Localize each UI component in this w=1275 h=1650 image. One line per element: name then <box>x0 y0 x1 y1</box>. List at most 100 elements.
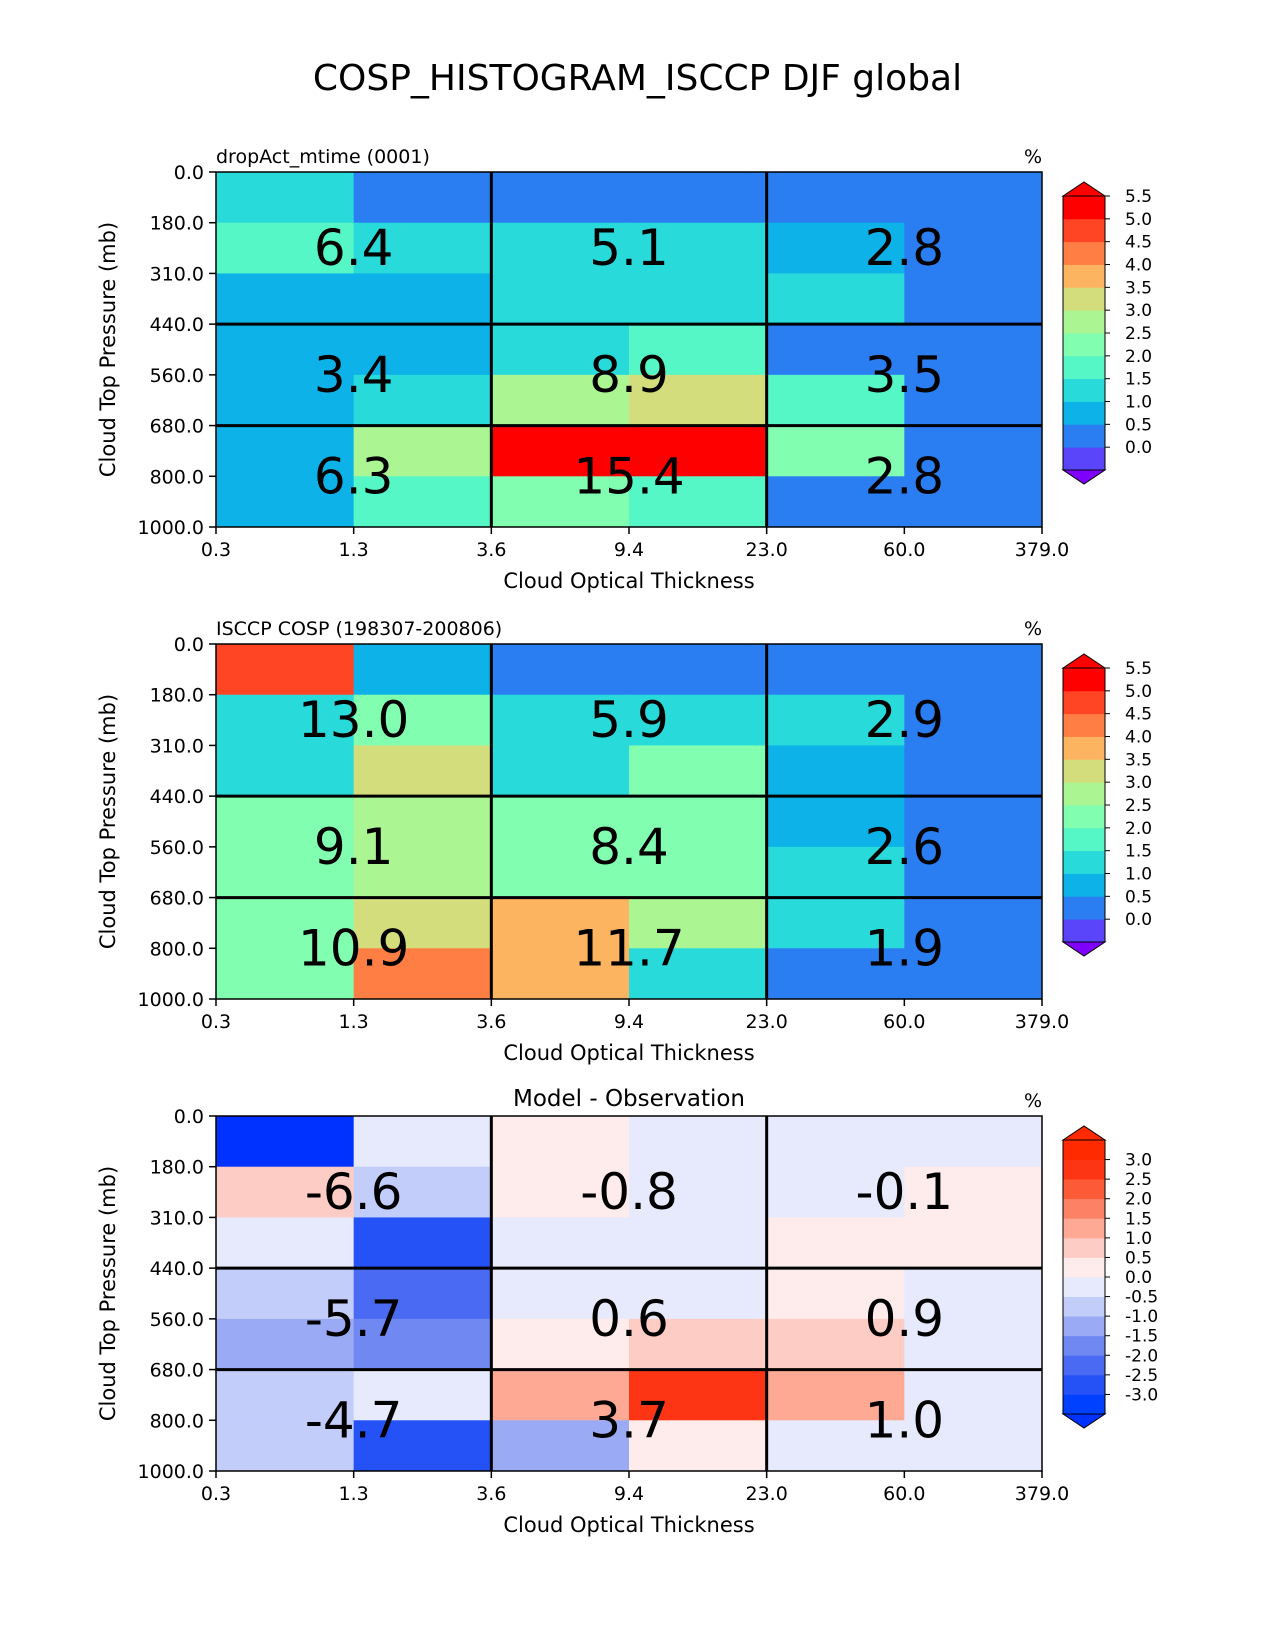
heatmap-cell <box>491 1268 630 1320</box>
colorbar-band <box>1063 873 1105 897</box>
heatmap-cell <box>491 694 630 746</box>
heatmap-cell <box>491 273 630 325</box>
heatmap-cell <box>629 1369 768 1421</box>
y-tick-label: 0.0 <box>174 162 204 184</box>
y-tick-label: 310.0 <box>150 735 204 757</box>
heatmap-cell <box>353 425 492 477</box>
colorbar-band <box>1063 1316 1105 1337</box>
heatmap-cell <box>766 1217 905 1269</box>
heatmap-cell <box>904 172 1043 224</box>
colorbar-tick-label: 0.5 <box>1125 1248 1152 1268</box>
colorbar-tick-label: 4.5 <box>1125 705 1152 725</box>
heatmap-cell <box>904 1318 1043 1371</box>
group-total-label: 3.4 <box>314 346 394 404</box>
colorbar-under-triangle <box>1061 469 1107 485</box>
heatmap-cell <box>904 222 1043 274</box>
heatmap-cell <box>766 172 905 224</box>
colorbar-tick-label: 5.5 <box>1125 659 1152 679</box>
group-total-label: 15.4 <box>573 447 684 505</box>
heatmap-cell <box>766 1116 905 1168</box>
y-tick-label: 1000.0 <box>138 989 204 1011</box>
colorbar-under-triangle <box>1061 1413 1107 1429</box>
heatmap-cell <box>353 1420 492 1472</box>
x-tick-label: 0.3 <box>201 1011 231 1033</box>
colorbar-tick-label: -1.5 <box>1125 1327 1158 1347</box>
x-tick-label: 0.3 <box>201 1483 231 1505</box>
x-tick-label: 60.0 <box>883 539 925 561</box>
colorbar-band <box>1063 424 1105 448</box>
heatmap-cell <box>904 374 1043 427</box>
colorbar-tick-label: -2.0 <box>1125 1346 1158 1366</box>
heatmap-cell <box>766 1166 905 1218</box>
x-tick-label: 3.6 <box>476 1483 506 1505</box>
heatmap-cell <box>216 948 355 1000</box>
colorbar-tick-label: 2.5 <box>1125 1170 1152 1190</box>
colorbar-tick-label: 4.0 <box>1125 728 1152 748</box>
heatmap-cell <box>216 694 355 746</box>
heatmap-cell <box>629 1318 768 1371</box>
heatmap-cell <box>629 846 768 899</box>
colorbar-tick-label: 1.0 <box>1125 393 1152 413</box>
colorbar-tick-label: 0.5 <box>1125 415 1152 435</box>
heatmap-cell <box>766 846 905 899</box>
heatmap-cell <box>216 374 355 427</box>
heatmap-cell <box>904 897 1043 949</box>
colorbar-band <box>1063 759 1105 783</box>
heatmap-cell <box>353 1116 492 1168</box>
heatmap-cell <box>904 644 1043 696</box>
heatmap-cell <box>766 745 905 797</box>
group-total-label: 8.4 <box>589 818 669 876</box>
heatmap-cell <box>491 1318 630 1371</box>
colorbar-tick-label: 2.5 <box>1125 796 1152 816</box>
colorbar-tick-label: 2.5 <box>1125 324 1152 344</box>
heatmap-cell <box>766 425 905 477</box>
x-tick-label: 23.0 <box>746 539 788 561</box>
colorbar-tick-label: 4.5 <box>1125 233 1152 253</box>
heatmap-cell <box>353 1369 492 1421</box>
y-tick-label: 680.0 <box>150 416 204 438</box>
colorbar-tick-label: 3.5 <box>1125 750 1152 770</box>
heatmap-cell <box>629 324 768 376</box>
heatmap-cell <box>216 476 355 528</box>
group-total-label: -0.8 <box>580 1163 678 1221</box>
colorbar-tick-label: 1.5 <box>1125 842 1152 862</box>
heatmap-cell <box>491 1369 630 1421</box>
heatmap-cell <box>629 796 768 848</box>
heatmap-cell <box>904 1420 1043 1472</box>
colorbar-band <box>1063 218 1105 243</box>
heatmap-cell <box>216 222 355 274</box>
heatmap-cell <box>629 222 768 274</box>
group-total-label: 1.0 <box>865 1391 945 1449</box>
heatmap-cell <box>904 425 1043 477</box>
colorbar-band <box>1063 805 1105 829</box>
colorbar-band <box>1063 1355 1105 1376</box>
heatmap-cell <box>216 745 355 797</box>
heatmap-cell <box>216 897 355 949</box>
group-total-label: 2.6 <box>865 818 945 876</box>
heatmap-cell <box>353 644 492 696</box>
colorbar-tick-label: 0.5 <box>1125 887 1152 907</box>
heatmap-cell <box>629 1116 768 1168</box>
x-tick-label: 1.3 <box>339 1483 369 1505</box>
colorbar-tick-label: 5.5 <box>1125 187 1152 207</box>
heatmap-cell <box>216 324 355 376</box>
heatmap-cell <box>353 796 492 848</box>
y-tick-label: 440.0 <box>150 1258 204 1280</box>
heatmap-cell <box>353 1217 492 1269</box>
colorbar-band <box>1063 378 1105 402</box>
x-tick-label: 9.4 <box>614 539 644 561</box>
group-total-label: 6.3 <box>314 447 394 505</box>
colorbar-band <box>1063 1198 1105 1219</box>
y-tick-label: 1000.0 <box>138 1461 204 1483</box>
heatmap-cell <box>904 324 1043 376</box>
heatmap-cell <box>629 897 768 949</box>
heatmap-cell <box>904 476 1043 528</box>
heatmap-cell <box>216 1116 355 1168</box>
x-tick-label: 23.0 <box>746 1011 788 1033</box>
heatmap-cell <box>353 846 492 899</box>
heatmap-cell <box>904 1166 1043 1218</box>
colorbar-tick-label: 2.0 <box>1125 1190 1152 1210</box>
heatmap-cell <box>766 222 905 274</box>
heatmap-cell <box>766 324 905 376</box>
